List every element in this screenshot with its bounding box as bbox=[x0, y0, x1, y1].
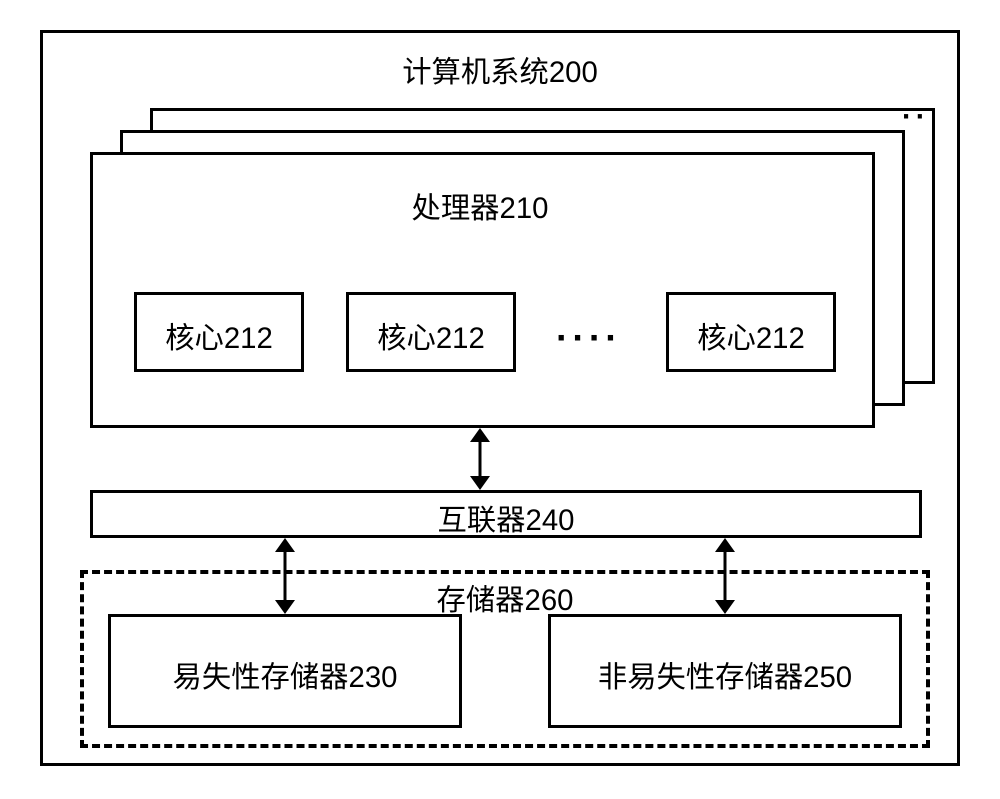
double-arrow bbox=[711, 538, 739, 614]
system-label: 计算机系统200 bbox=[200, 49, 800, 91]
diagram-stage: 计算机系统200处理器210··核心212核心212····核心212互联器24… bbox=[0, 0, 1000, 799]
interconnect-label: 互联器240 bbox=[206, 497, 806, 539]
double-arrow bbox=[271, 538, 299, 614]
ellipsis-stack: ·· bbox=[902, 100, 942, 134]
double-arrow bbox=[466, 428, 494, 490]
core-label-3: 核心212 bbox=[451, 315, 1000, 357]
processor-label: 处理器210 bbox=[180, 185, 780, 227]
nonvolatile-memory-label: 非易失性存储器250 bbox=[425, 654, 1000, 696]
